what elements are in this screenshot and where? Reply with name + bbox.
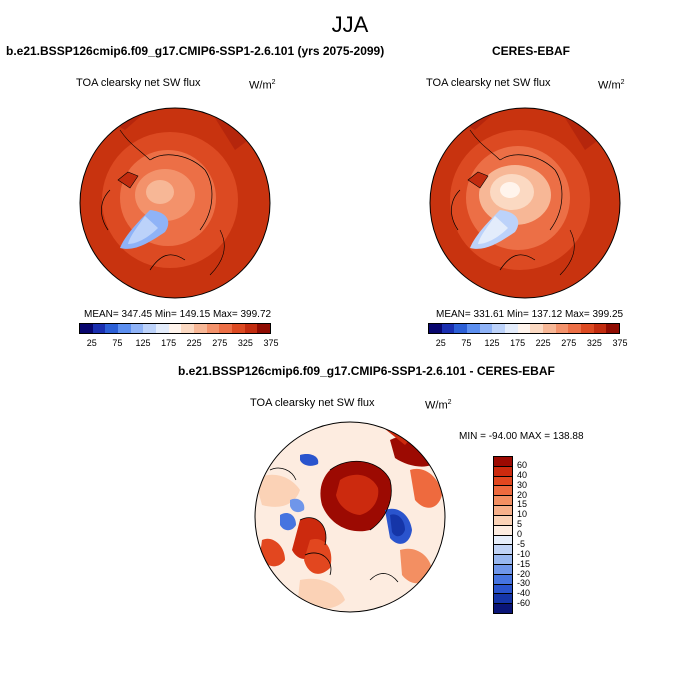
colorbar-tick-label: 175 (161, 338, 177, 348)
panel2-title: CERES-EBAF (492, 44, 571, 58)
panel1-colorbar (79, 323, 271, 334)
panel1-unit: W/m2 (249, 79, 276, 92)
panel3-title: b.e21.BSSP126cmip6.f09_g17.CMIP6-SSP1-2.… (178, 364, 555, 378)
colorbar-swatch (429, 324, 442, 333)
colorbar-tick-label: 20 (517, 489, 528, 500)
colorbar-tick-label: 0 (517, 529, 523, 539)
colorbar-tick-label: 375 (612, 338, 628, 348)
colorbar-swatch (92, 324, 106, 333)
panel2-stats: MEAN= 331.61 Min= 137.12 Max= 399.25 (436, 309, 624, 320)
colorbar-swatch (494, 466, 512, 477)
panel2-variable: TOA clearsky net SW flux (426, 77, 551, 89)
colorbar-tick-label: -5 (517, 538, 526, 549)
colorbar-swatch (581, 324, 594, 333)
colorbar-swatch (494, 515, 512, 526)
panel1-stats: MEAN= 347.45 Min= 149.15 Max= 399.72 (84, 309, 272, 320)
colorbar-tick-label: 75 (461, 338, 472, 348)
panel3-unit: W/m2 (425, 399, 452, 412)
colorbar-swatch (494, 486, 512, 497)
colorbar-swatch (492, 324, 506, 333)
colorbar-tick-label: 225 (535, 338, 551, 348)
colorbar-swatch (606, 324, 620, 333)
colorbar-swatch (494, 525, 512, 536)
colorbar-tick-label: -60 (517, 598, 531, 609)
colorbar-swatch (232, 324, 245, 333)
colorbar-tick-label: 125 (484, 338, 500, 348)
colorbar-swatch (517, 324, 531, 333)
panel2-colorbar (428, 323, 620, 334)
colorbar-swatch (494, 584, 512, 595)
colorbar-tick-label: -40 (517, 588, 531, 599)
colorbar-swatch (143, 324, 157, 333)
colorbar-swatch (206, 324, 220, 333)
colorbar-swatch (543, 324, 556, 333)
panel3-stats: MIN = -94.00 MAX = 138.88 (459, 431, 584, 442)
colorbar-swatch (494, 545, 512, 556)
panel3-colorbar (493, 456, 513, 614)
colorbar-swatch (555, 324, 569, 333)
colorbar-swatch (441, 324, 455, 333)
colorbar-tick-label: 25 (435, 338, 446, 348)
colorbar-swatch (194, 324, 207, 333)
colorbar-swatch (494, 564, 512, 575)
colorbar-tick-label: 40 (517, 469, 528, 480)
panel3-variable: TOA clearsky net SW flux (250, 397, 375, 409)
colorbar-swatch (530, 324, 544, 333)
panel1-variable: TOA clearsky net SW flux (76, 77, 201, 89)
colorbar-tick-label: 325 (586, 338, 602, 348)
colorbar-swatch (494, 594, 512, 605)
colorbar-swatch (505, 324, 518, 333)
colorbar-tick-label: 15 (517, 499, 528, 510)
colorbar-tick-label: 375 (263, 338, 279, 348)
colorbar-tick-label: -30 (517, 578, 531, 589)
colorbar-swatch (219, 324, 233, 333)
colorbar-swatch (593, 324, 607, 333)
colorbar-tick-label: 25 (86, 338, 97, 348)
colorbar-swatch (494, 506, 512, 516)
colorbar-swatch (130, 324, 144, 333)
colorbar-swatch (494, 574, 512, 585)
colorbar-swatch (494, 457, 512, 467)
season-title: JJA (331, 12, 369, 37)
colorbar-swatch (244, 324, 258, 333)
colorbar-tick-label: 175 (510, 338, 526, 348)
colorbar-swatch (118, 324, 131, 333)
colorbar-swatch (80, 324, 93, 333)
colorbar-tick-label: 60 (517, 459, 528, 470)
colorbar-swatch (568, 324, 582, 333)
colorbar-swatch (494, 604, 512, 613)
colorbar-tick-label: 30 (517, 479, 528, 490)
colorbar-swatch (257, 324, 271, 333)
colorbar-tick-label: 10 (517, 509, 528, 520)
colorbar-swatch (494, 496, 512, 507)
colorbar-swatch (494, 476, 512, 487)
colorbar-swatch (494, 535, 512, 546)
colorbar-tick-label: -20 (517, 568, 531, 579)
colorbar-swatch (454, 324, 468, 333)
colorbar-tick-label: 5 (517, 519, 523, 530)
colorbar-tick-label: 275 (561, 338, 577, 348)
colorbar-swatch (156, 324, 169, 333)
colorbar-tick-label: 125 (135, 338, 151, 348)
colorbar-tick-label: -10 (517, 548, 531, 559)
colorbar-tick-label: 225 (186, 338, 202, 348)
colorbar-swatch (467, 324, 480, 333)
colorbar-swatch (494, 555, 512, 565)
colorbar-tick-label: 275 (212, 338, 228, 348)
colorbar-swatch (168, 324, 182, 333)
panel2-unit: W/m2 (598, 79, 625, 92)
colorbar-tick-label: 325 (237, 338, 253, 348)
colorbar-tick-label: 75 (112, 338, 123, 348)
colorbar-swatch (479, 324, 493, 333)
colorbar-swatch (105, 324, 119, 333)
colorbar-swatch (181, 324, 195, 333)
colorbar-tick-label: -15 (517, 558, 531, 569)
panel1-title: b.e21.BSSP126cmip6.f09_g17.CMIP6-SSP1-2.… (6, 44, 385, 58)
